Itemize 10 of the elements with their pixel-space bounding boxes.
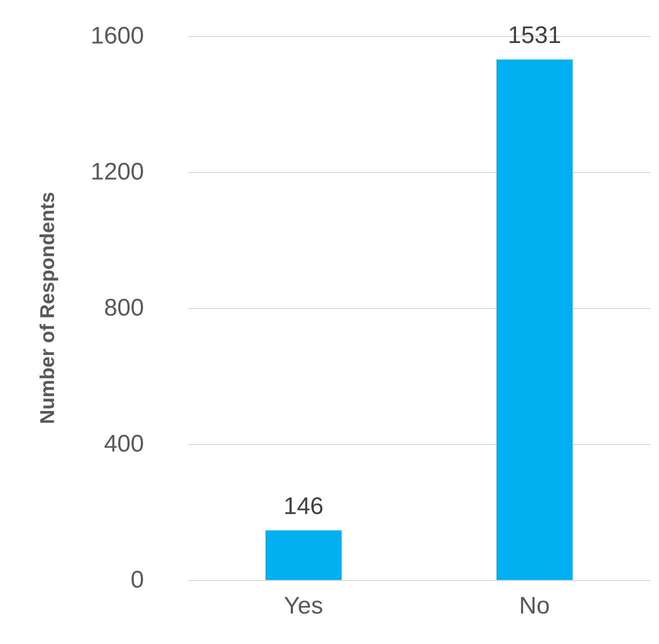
data-label: 1531 bbox=[508, 22, 562, 49]
y-tick-label: 1200 bbox=[90, 158, 144, 186]
data-label: 146 bbox=[283, 492, 324, 520]
x-tick-label: Yes bbox=[284, 592, 324, 620]
y-tick-label: 800 bbox=[104, 294, 144, 322]
y-tick-label: 0 bbox=[130, 566, 144, 594]
y-axis-title: Number of Respondents bbox=[37, 192, 59, 424]
y-tick-label: 1600 bbox=[90, 22, 144, 50]
x-tick-label: No bbox=[519, 592, 550, 620]
y-tick-label: 400 bbox=[104, 430, 144, 458]
